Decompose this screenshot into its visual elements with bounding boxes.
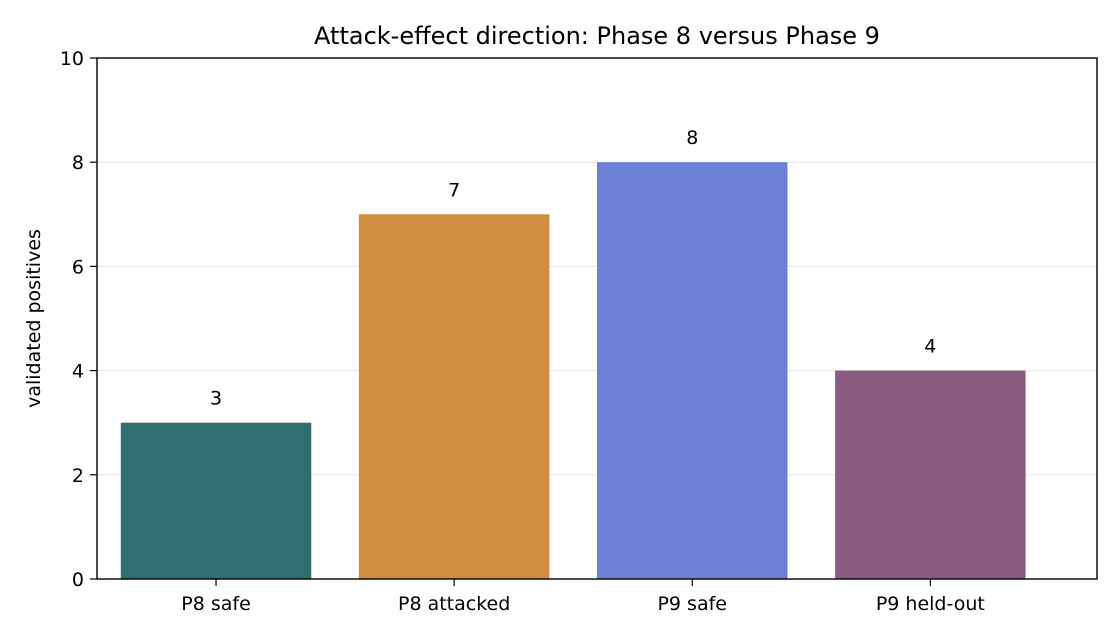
x-axis-ticks: P8 safe P8 attacked P9 safe P9 held-out [181,579,985,615]
bar-p9-held-out [835,370,1026,579]
y-tick-label: 10 [60,48,84,70]
y-tick-label: 2 [72,465,84,487]
x-tick-label: P8 attacked [398,593,510,615]
bars [120,162,1026,580]
y-tick-label: 0 [72,569,84,591]
y-tick-label: 6 [72,256,84,278]
bar-p8-safe [120,422,312,579]
plot-area-frame [96,57,1098,580]
data-label: 8 [686,127,698,149]
bar-p9-safe [597,162,788,579]
data-label: 7 [448,179,460,201]
bar-p8-attacked [358,214,550,580]
data-label: 4 [924,336,936,358]
data-label: 3 [210,388,222,410]
chart-title: Attack-effect direction: Phase 8 versus … [314,22,880,50]
y-axis-label: validated positives [23,229,45,408]
x-tick-label: P8 safe [181,593,251,615]
y-axis-ticks: 0 2 4 6 8 10 [60,48,97,591]
y-tick-label: 4 [72,361,84,383]
x-tick-label: P9 held-out [876,593,985,615]
y-tick-label: 8 [72,152,84,174]
data-labels: 3 7 8 4 [210,127,936,410]
x-tick-label: P9 safe [657,593,727,615]
